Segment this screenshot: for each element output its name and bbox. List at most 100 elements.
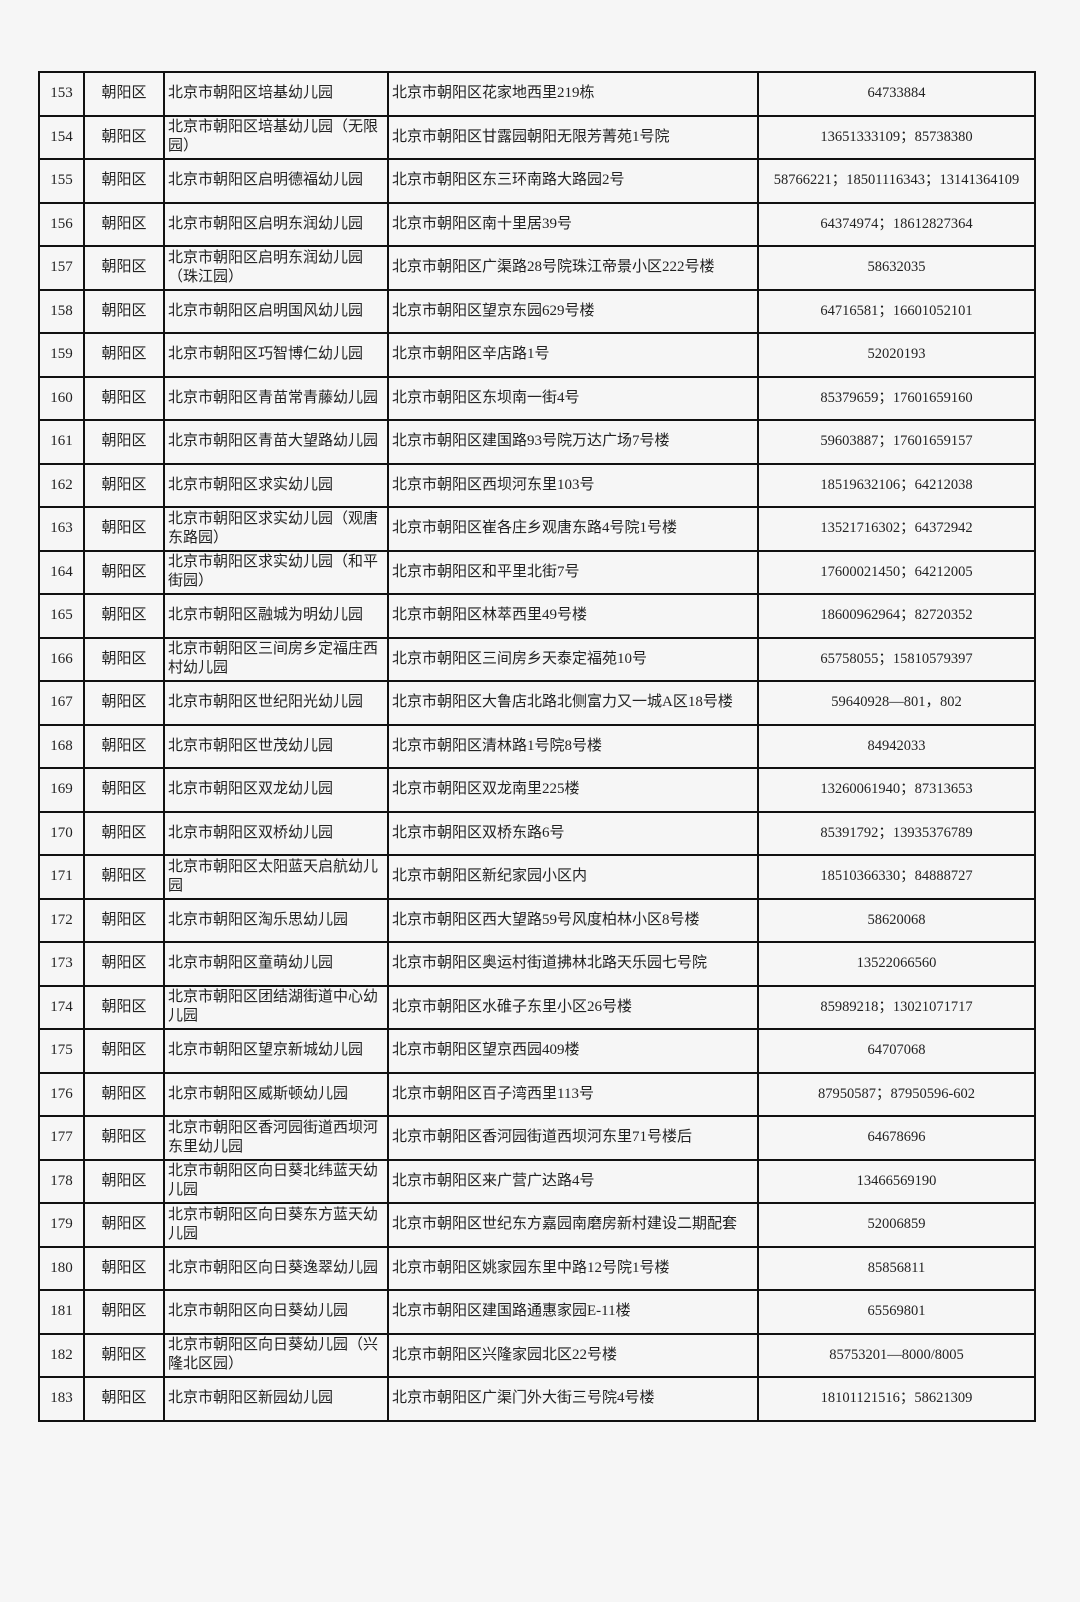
row-number: 175 [38, 1028, 85, 1074]
kindergarten-name: 北京市朝阳区双龙幼儿园 [163, 767, 389, 813]
table-row: 166 朝阳区 北京市朝阳区三间房乡定福庄西村幼儿园 北京市朝阳区三间房乡天泰定福苑1… [38, 636, 1036, 682]
district: 朝阳区 [83, 1028, 165, 1074]
address: 北京市朝阳区世纪东方嘉园南磨房新村建设二期配套 [387, 1202, 759, 1248]
row-number: 172 [38, 897, 85, 943]
district: 朝阳区 [83, 245, 165, 291]
phone: 87950587；87950596-602 [757, 1071, 1036, 1117]
row-number: 155 [38, 158, 85, 204]
table-row: 163 朝阳区 北京市朝阳区求实幼儿园（观唐东路园） 北京市朝阳区崔各庄乡观唐东路4号… [38, 506, 1036, 552]
district: 朝阳区 [83, 462, 165, 508]
kindergarten-name: 北京市朝阳区童萌幼儿园 [163, 941, 389, 987]
row-number: 161 [38, 419, 85, 465]
district: 朝阳区 [83, 419, 165, 465]
phone: 52020193 [757, 332, 1036, 378]
table-row: 182 朝阳区 北京市朝阳区向日葵幼儿园（兴隆北区园） 北京市朝阳区兴隆家园北区22号… [38, 1332, 1036, 1378]
address: 北京市朝阳区来广营广达路4号 [387, 1158, 759, 1204]
phone: 13260061940；87313653 [757, 767, 1036, 813]
kindergarten-name: 北京市朝阳区启明国风幼儿园 [163, 288, 389, 334]
phone: 58620068 [757, 897, 1036, 943]
kindergarten-name: 北京市朝阳区青苗常青藤幼儿园 [163, 375, 389, 421]
row-number: 176 [38, 1071, 85, 1117]
phone: 13521716302；64372942 [757, 506, 1036, 552]
row-number: 158 [38, 288, 85, 334]
phone: 59603887；17601659157 [757, 419, 1036, 465]
address: 北京市朝阳区香河园街道西坝河东里71号楼后 [387, 1115, 759, 1161]
table-row: 167 朝阳区 北京市朝阳区世纪阳光幼儿园 北京市朝阳区大鲁店北路北侧富力又一城A区1… [38, 680, 1036, 726]
kindergarten-name: 北京市朝阳区双桥幼儿园 [163, 810, 389, 856]
row-number: 173 [38, 941, 85, 987]
row-number: 154 [38, 114, 85, 160]
row-number: 156 [38, 201, 85, 247]
kindergarten-name: 北京市朝阳区香河园街道西坝河东里幼儿园 [163, 1115, 389, 1161]
address: 北京市朝阳区花家地西里219栋 [387, 71, 759, 117]
row-number: 174 [38, 984, 85, 1030]
address: 北京市朝阳区甘露园朝阳无限芳菁苑1号院 [387, 114, 759, 160]
table-row: 159 朝阳区 北京市朝阳区巧智博仁幼儿园 北京市朝阳区辛店路1号 52020193 [38, 332, 1036, 378]
kindergarten-name: 北京市朝阳区威斯顿幼儿园 [163, 1071, 389, 1117]
phone: 13522066560 [757, 941, 1036, 987]
phone: 85379659；17601659160 [757, 375, 1036, 421]
table-row: 165 朝阳区 北京市朝阳区融城为明幼儿园 北京市朝阳区林萃西里49号楼 1860096… [38, 593, 1036, 639]
table-row: 172 朝阳区 北京市朝阳区淘乐思幼儿园 北京市朝阳区西大望路59号风度柏林小区8号楼… [38, 897, 1036, 943]
kindergarten-name: 北京市朝阳区向日葵逸翠幼儿园 [163, 1245, 389, 1291]
phone: 64374974；18612827364 [757, 201, 1036, 247]
kindergarten-name: 北京市朝阳区青苗大望路幼儿园 [163, 419, 389, 465]
kindergarten-name: 北京市朝阳区三间房乡定福庄西村幼儿园 [163, 636, 389, 682]
table-row: 155 朝阳区 北京市朝阳区启明德福幼儿园 北京市朝阳区东三环南路大路园2号 58766… [38, 158, 1036, 204]
district: 朝阳区 [83, 810, 165, 856]
row-number: 160 [38, 375, 85, 421]
phone: 85856811 [757, 1245, 1036, 1291]
row-number: 168 [38, 723, 85, 769]
phone: 58632035 [757, 245, 1036, 291]
kindergarten-name: 北京市朝阳区世茂幼儿园 [163, 723, 389, 769]
address: 北京市朝阳区望京西园409楼 [387, 1028, 759, 1074]
table-row: 158 朝阳区 北京市朝阳区启明国风幼儿园 北京市朝阳区望京东园629号楼 647165… [38, 288, 1036, 334]
kindergarten-name: 北京市朝阳区培基幼儿园（无限园） [163, 114, 389, 160]
address: 北京市朝阳区林萃西里49号楼 [387, 593, 759, 639]
kindergarten-name: 北京市朝阳区启明德福幼儿园 [163, 158, 389, 204]
address: 北京市朝阳区东三环南路大路园2号 [387, 158, 759, 204]
address: 北京市朝阳区双桥东路6号 [387, 810, 759, 856]
table-row: 179 朝阳区 北京市朝阳区向日葵东方蓝天幼儿园 北京市朝阳区世纪东方嘉园南磨房新村建… [38, 1202, 1036, 1248]
kindergarten-name: 北京市朝阳区巧智博仁幼儿园 [163, 332, 389, 378]
address: 北京市朝阳区水碓子东里小区26号楼 [387, 984, 759, 1030]
district: 朝阳区 [83, 158, 165, 204]
address: 北京市朝阳区三间房乡天泰定福苑10号 [387, 636, 759, 682]
address: 北京市朝阳区西坝河东里103号 [387, 462, 759, 508]
phone: 13466569190 [757, 1158, 1036, 1204]
kindergarten-name: 北京市朝阳区向日葵幼儿园 [163, 1289, 389, 1335]
address: 北京市朝阳区建国路93号院万达广场7号楼 [387, 419, 759, 465]
table-row: 160 朝阳区 北京市朝阳区青苗常青藤幼儿园 北京市朝阳区东坝南一街4号 8537965… [38, 375, 1036, 421]
row-number: 169 [38, 767, 85, 813]
address: 北京市朝阳区辛店路1号 [387, 332, 759, 378]
district: 朝阳区 [83, 1289, 165, 1335]
phone: 85753201—8000/8005 [757, 1332, 1036, 1378]
row-number: 153 [38, 71, 85, 117]
row-number: 159 [38, 332, 85, 378]
address: 北京市朝阳区西大望路59号风度柏林小区8号楼 [387, 897, 759, 943]
address: 北京市朝阳区广渠路28号院珠江帝景小区222号楼 [387, 245, 759, 291]
phone: 65758055；15810579397 [757, 636, 1036, 682]
address: 北京市朝阳区新纪家园小区内 [387, 854, 759, 900]
kindergarten-name: 北京市朝阳区向日葵幼儿园（兴隆北区园） [163, 1332, 389, 1378]
kindergarten-name: 北京市朝阳区太阳蓝天启航幼儿园 [163, 854, 389, 900]
row-number: 179 [38, 1202, 85, 1248]
kindergarten-name: 北京市朝阳区向日葵北纬蓝天幼儿园 [163, 1158, 389, 1204]
phone: 52006859 [757, 1202, 1036, 1248]
table-row: 173 朝阳区 北京市朝阳区童萌幼儿园 北京市朝阳区奥运村街道拂林北路天乐园七号院 13… [38, 941, 1036, 987]
address: 北京市朝阳区望京东园629号楼 [387, 288, 759, 334]
phone: 18101121516；58621309 [757, 1376, 1036, 1422]
kindergarten-name: 北京市朝阳区新园幼儿园 [163, 1376, 389, 1422]
kindergarten-name: 北京市朝阳区世纪阳光幼儿园 [163, 680, 389, 726]
district: 朝阳区 [83, 332, 165, 378]
kindergarten-name: 北京市朝阳区启明东润幼儿园 [163, 201, 389, 247]
kindergarten-name: 北京市朝阳区望京新城幼儿园 [163, 1028, 389, 1074]
kindergarten-name: 北京市朝阳区淘乐思幼儿园 [163, 897, 389, 943]
phone: 64716581；16601052101 [757, 288, 1036, 334]
district: 朝阳区 [83, 767, 165, 813]
address: 北京市朝阳区百子湾西里113号 [387, 1071, 759, 1117]
table-row: 153 朝阳区 北京市朝阳区培基幼儿园 北京市朝阳区花家地西里219栋 64733884 [38, 71, 1036, 117]
district: 朝阳区 [83, 1376, 165, 1422]
district: 朝阳区 [83, 984, 165, 1030]
